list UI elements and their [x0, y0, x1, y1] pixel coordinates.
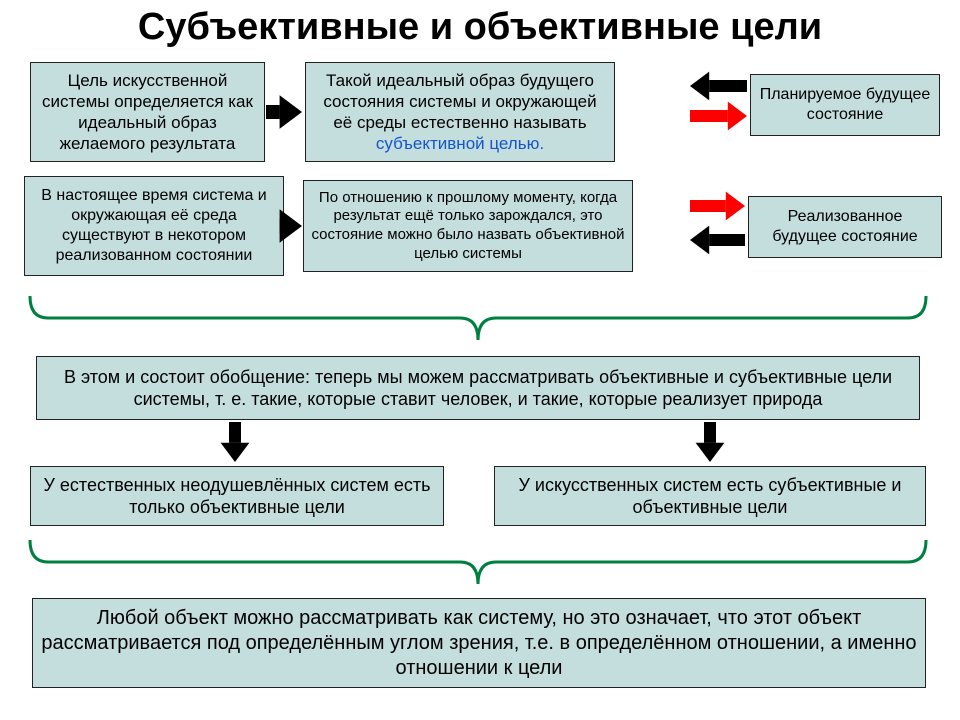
arrow	[266, 95, 302, 129]
box-b1: Цель искусственной системы определяется …	[30, 62, 265, 162]
box-b2: Такой идеальный образ будущего состояния…	[305, 62, 615, 162]
brace	[30, 540, 926, 584]
arrow	[690, 72, 747, 101]
box-b5: По отношению к прошлому моменту, когда р…	[303, 180, 633, 272]
arrow	[221, 422, 250, 462]
box-b4: В настоящее время система и окружающая е…	[24, 176, 284, 276]
page-title: Субъективные и объективные цели	[0, 6, 960, 49]
box-link-text: субъективной целью.	[376, 134, 544, 153]
box-b8: У естественных неодушевлённых систем ест…	[30, 466, 444, 526]
arrow	[690, 192, 745, 221]
arrow	[690, 102, 747, 131]
box-b9: У искусственных систем есть субъективные…	[494, 466, 926, 526]
box-text: Такой идеальный образ будущего состояния…	[323, 71, 596, 133]
brace	[30, 296, 926, 340]
box-b7: В этом и состоит обобщение: теперь мы мо…	[36, 356, 920, 420]
box-b3: Планируемое будущее состояние	[750, 74, 940, 136]
box-b6: Реализованное будущее состояние	[748, 196, 942, 258]
box-b10: Любой объект можно рассматривать как сис…	[32, 598, 926, 688]
arrow	[696, 422, 725, 462]
arrow	[690, 226, 745, 255]
